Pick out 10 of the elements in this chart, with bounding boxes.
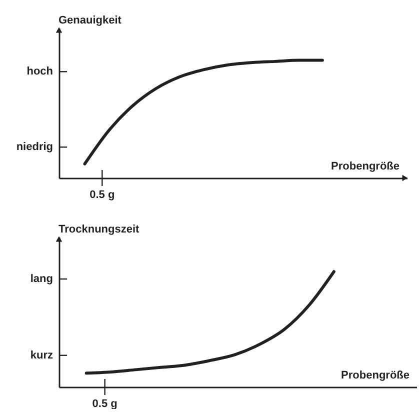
- x-axis-title: Probengröße: [331, 160, 400, 172]
- y-axis-title: Genauigkeit: [58, 14, 122, 26]
- text: 0.5 g: [92, 398, 118, 410]
- y-axis-title: Trocknungszeit: [58, 224, 140, 236]
- text: hoch: [26, 66, 54, 78]
- text: lang: [30, 273, 53, 285]
- text: niedrig: [16, 141, 53, 154]
- text: 0.5 g: [90, 189, 115, 201]
- x-axis-title: Probengröße: [341, 370, 410, 382]
- text: kurz: [30, 349, 54, 362]
